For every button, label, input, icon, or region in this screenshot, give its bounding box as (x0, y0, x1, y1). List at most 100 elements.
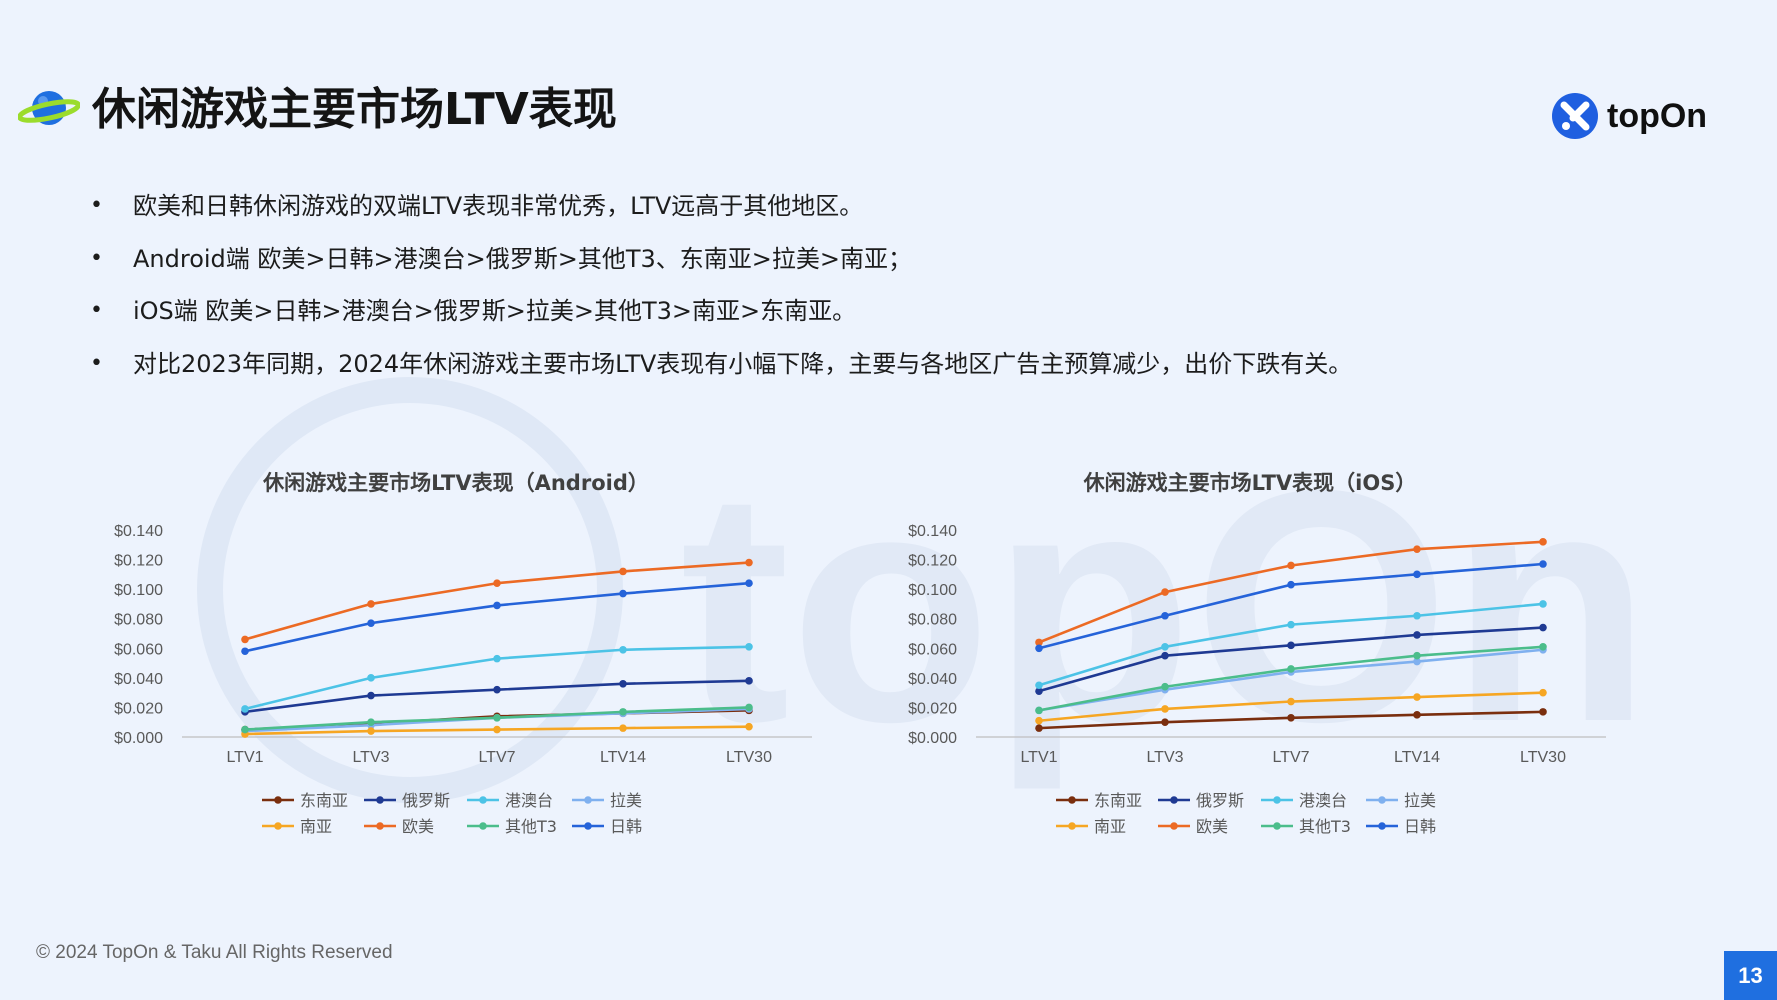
legend-label: 欧美 (1196, 817, 1228, 836)
legend-label: 东南亚 (1094, 791, 1142, 810)
legend-marker (1068, 822, 1076, 830)
android-ltv-chart: 休闲游戏主要市场LTV表现（Android） $0.000 $0.020 $0.040… (114, 471, 812, 836)
y-tick-label: $0.000 (908, 730, 957, 747)
copyright-footer: © 2024 TopOn & Taku All Rights Reserved (36, 942, 393, 963)
y-tick-label: $0.120 (908, 553, 957, 570)
series-line-欧美 (244, 561, 750, 641)
bullet-item: • Android端 欧美>日韩>港澳台>俄罗斯>其他T3、东南亚>拉美>南亚； (88, 237, 1352, 290)
bullet-item: • 欧美和日韩休闲游戏的双端LTV表现非常优秀，LTV远高于其他地区。 (88, 184, 1352, 237)
data-point (367, 674, 375, 682)
legend-item: 拉美 (1366, 791, 1436, 810)
x-tick-label: LTV7 (478, 749, 515, 766)
legend-marker (1273, 796, 1281, 804)
legend-item: 南亚 (262, 817, 332, 836)
data-point (1413, 693, 1421, 701)
brand-name: topOn (1607, 97, 1708, 135)
legend-label: 东南亚 (300, 791, 348, 810)
data-point (1161, 682, 1169, 691)
data-point (1539, 708, 1547, 716)
legend-label: 日韩 (610, 817, 642, 836)
data-point (367, 718, 375, 727)
data-point (745, 643, 753, 651)
topon-logo-icon (1552, 93, 1598, 139)
legend-item: 其他T3 (1261, 817, 1351, 836)
data-point (367, 619, 375, 627)
data-point (1539, 600, 1547, 608)
series-line-俄罗斯 (244, 679, 750, 714)
series-line-日韩 (1038, 562, 1544, 650)
data-point (1035, 724, 1043, 732)
y-tick-label: $0.080 (114, 612, 163, 629)
data-point (1035, 687, 1043, 695)
data-point (367, 727, 375, 735)
legend-item: 日韩 (572, 817, 642, 836)
series-line-俄罗斯 (1038, 626, 1544, 693)
data-point (1413, 651, 1421, 660)
legend-label: 拉美 (610, 791, 642, 810)
legend-item: 欧美 (1158, 817, 1228, 836)
legend-label: 俄罗斯 (402, 791, 450, 810)
data-point (241, 647, 249, 656)
legend-item: 欧美 (364, 817, 434, 836)
data-point (1035, 716, 1043, 725)
y-tick-label: $0.120 (114, 553, 163, 570)
bullet-dot-icon: • (90, 193, 103, 218)
bullet-text: 欧美和日韩休闲游戏的双端LTV表现非常优秀，LTV远高于其他地区。 (133, 192, 864, 220)
legend-label: 日韩 (1404, 817, 1436, 836)
legend-marker (1378, 796, 1386, 804)
legend-marker (584, 822, 592, 830)
data-point (493, 725, 501, 734)
data-point (1161, 588, 1169, 596)
legend-label: 其他T3 (1299, 817, 1351, 836)
chart-title: 休闲游戏主要市场LTV表现（Android） (262, 471, 649, 495)
y-tick-label: $0.020 (908, 700, 957, 717)
data-point (1035, 681, 1043, 690)
legend-label: 南亚 (1094, 817, 1126, 836)
data-point (241, 705, 249, 713)
y-tick-label: $0.100 (114, 582, 163, 599)
data-point (619, 708, 627, 716)
summary-bullet-list: • 欧美和日韩休闲游戏的双端LTV表现非常优秀，LTV远高于其他地区。 • Andr… (88, 184, 1352, 394)
data-point (1287, 620, 1295, 629)
y-tick-label: $0.140 (114, 523, 163, 540)
data-point (1035, 638, 1043, 647)
data-point (619, 645, 627, 654)
data-point (1413, 570, 1421, 579)
legend-item: 拉美 (572, 791, 642, 810)
watermark-logo-circle (197, 377, 623, 803)
bullet-dot-icon: • (90, 350, 103, 376)
legend-item: 日韩 (1366, 817, 1436, 836)
page-number-badge: 13 (1724, 951, 1777, 1000)
planet-icon (18, 91, 80, 125)
y-tick-label: $0.060 (114, 641, 163, 658)
legend-item: 东南亚 (262, 791, 348, 810)
data-point (1035, 644, 1043, 653)
legend-marker (584, 796, 592, 804)
data-point (619, 589, 627, 598)
x-tick-label: LTV3 (352, 749, 389, 766)
legend-marker (1068, 796, 1076, 804)
data-point (745, 558, 753, 567)
x-tick-label: LTV3 (1146, 749, 1183, 766)
bullet-text: iOS端 欧美>日韩>港澳台>俄罗斯>拉美>其他T3>南亚>东南亚。 (133, 297, 857, 325)
data-point (619, 724, 627, 732)
page-title: 休闲游戏主要市场LTV表现 (92, 84, 617, 135)
y-tick-label: $0.100 (908, 582, 957, 599)
data-point (1035, 706, 1043, 715)
legend-marker (274, 796, 282, 804)
data-point (1413, 711, 1421, 719)
y-tick-label: $0.140 (908, 523, 957, 540)
legend-label: 欧美 (402, 817, 434, 836)
legend-item: 南亚 (1056, 817, 1126, 836)
data-point (493, 654, 501, 663)
data-point (1287, 713, 1295, 722)
data-point (493, 579, 501, 588)
legend-item: 俄罗斯 (364, 791, 450, 810)
data-point (241, 725, 249, 734)
data-point (1161, 611, 1169, 620)
data-point (1413, 611, 1421, 620)
bullet-text: 对比2023年同期，2024年休闲游戏主要市场LTV表现有小幅下降，主要与各地区… (133, 349, 1353, 378)
data-point (1161, 651, 1169, 660)
x-tick-label: LTV14 (600, 749, 646, 766)
legend-item: 俄罗斯 (1158, 791, 1244, 810)
